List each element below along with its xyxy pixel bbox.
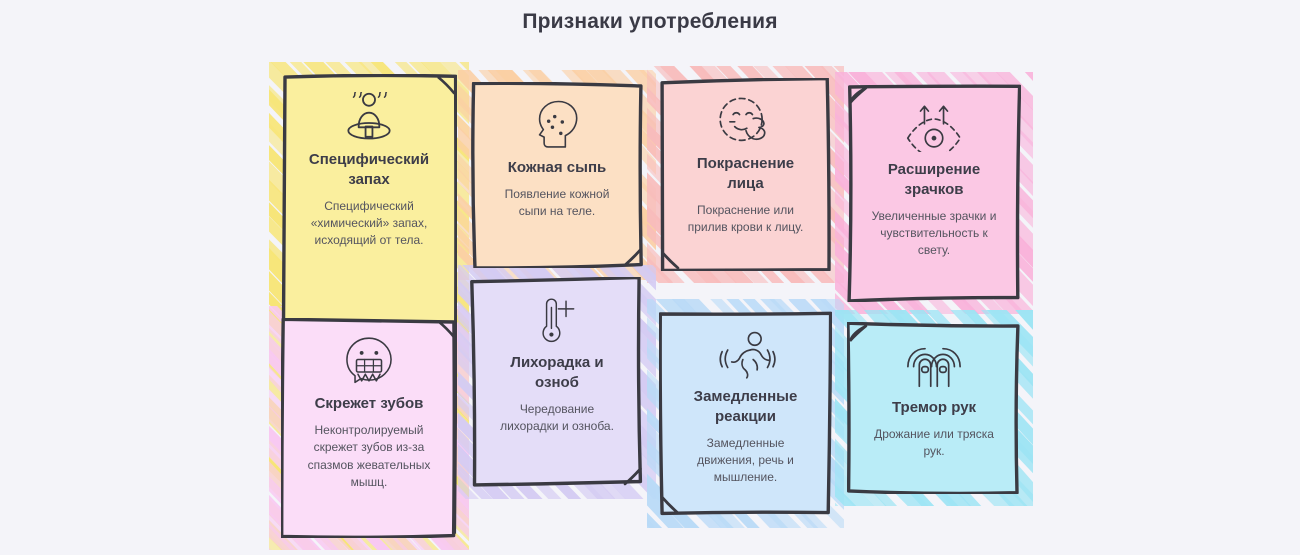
card-description: Увеличенные зрачки и чувствительность к … bbox=[871, 208, 997, 258]
card-content: Покраснение лица Покраснение или прилив к… bbox=[659, 78, 832, 271]
card-dilated-pupils[interactable]: Расширение зрачков Увеличенные зрачки и ч… bbox=[581, 54, 1264, 332]
person-odor-icon bbox=[347, 92, 391, 140]
card-description: Специфический «химический» запах, исходя… bbox=[310, 198, 428, 248]
grinding-teeth-icon bbox=[346, 337, 392, 384]
card-title: Лихорадка и озноб bbox=[510, 354, 604, 391]
card-title: Расширение зрачков bbox=[887, 161, 981, 198]
card-title: Скрежет зубов bbox=[314, 395, 424, 412]
card-title: Кожная сыпь bbox=[507, 159, 607, 176]
card-description: Появление кожной сыпи на теле. bbox=[504, 186, 610, 219]
card-content: Лихорадка и озноб Чередование лихорадки и… bbox=[470, 277, 644, 487]
flushed-face-icon bbox=[718, 97, 766, 142]
card-description: Неконтролируемый скрежет зубов из-за спа… bbox=[307, 422, 431, 489]
card-skin-rash[interactable]: Кожная сыпь Появление кожной сыпи на теле… bbox=[247, 53, 860, 297]
card-hand-tremor[interactable]: Тремор рук Дрожание или тряска рук. bbox=[634, 292, 1226, 524]
card-facial-redness[interactable]: Покраснение лица Покраснение или прилив к… bbox=[430, 48, 1068, 301]
thermometer-icon bbox=[542, 298, 575, 343]
card-content: Кожная сыпь Появление кожной сыпи на теле… bbox=[470, 82, 644, 268]
card-description: Дрожание или тряска рук. bbox=[874, 426, 994, 459]
card-teeth-grinding[interactable]: Скрежет зубов Неконтролируемый скрежет зу… bbox=[14, 288, 720, 555]
tremor-hands-icon bbox=[906, 347, 962, 388]
card-title: Тремор рук bbox=[891, 399, 977, 416]
card-title: Покраснение лица bbox=[696, 155, 795, 192]
card-content: Скрежет зубов Неконтролируемый скрежет зу… bbox=[281, 318, 457, 538]
card-content: Тремор рук Дрожание или тряска рук. bbox=[847, 322, 1021, 494]
card-description: Чередование лихорадки и озноба. bbox=[500, 401, 614, 433]
page-title: Признаки употребления bbox=[522, 10, 778, 33]
card-title: Специфический запах bbox=[308, 151, 430, 188]
running-person-icon bbox=[719, 331, 776, 379]
card-description: Покраснение или прилив крови к лицу. bbox=[687, 202, 804, 234]
dilated-eye-icon bbox=[906, 105, 962, 152]
card-slowed-reactions[interactable]: Замедленные реакции Замедленные движения,… bbox=[409, 281, 1078, 544]
card-content: Замедленные реакции Замедленные движения,… bbox=[659, 311, 832, 516]
card-content: Расширение зрачков Увеличенные зрачки и ч… bbox=[847, 84, 1021, 302]
card-description: Замедленные движения, речь и мышление. bbox=[697, 435, 794, 485]
card-fever-chills[interactable]: Лихорадка и озноб Чередование лихорадки и… bbox=[214, 247, 892, 517]
head-rash-icon bbox=[538, 100, 578, 148]
card-title: Замедленные реакции bbox=[693, 388, 798, 425]
